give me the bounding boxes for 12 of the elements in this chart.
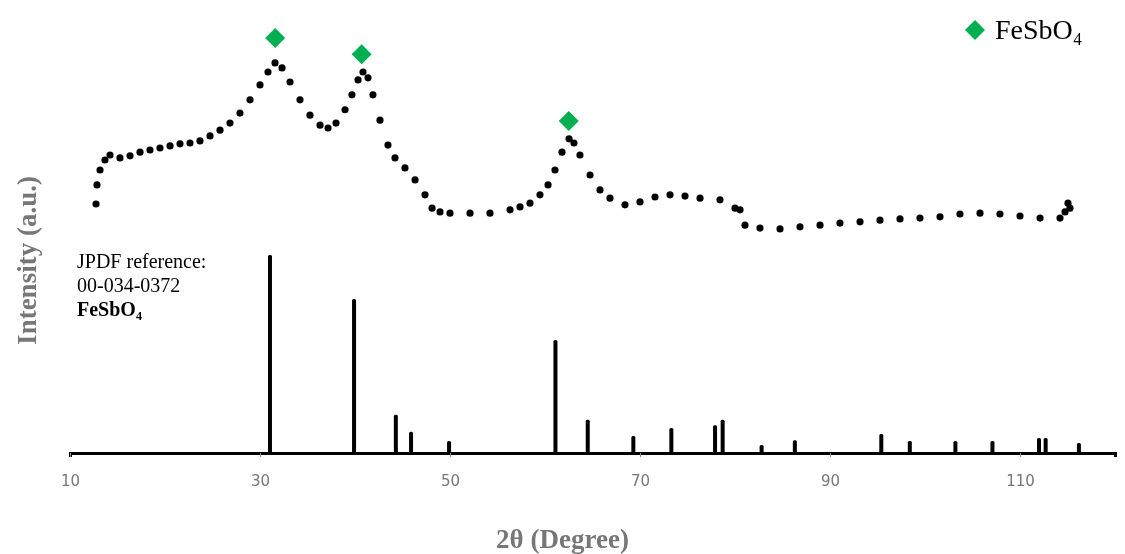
x-tick-label: 30	[250, 471, 271, 490]
x-tick-label: 10	[60, 471, 81, 490]
legend-label: FeSbO₄	[995, 14, 1083, 45]
x-tick-label: 110	[1006, 471, 1035, 490]
x-tick-label: 70	[630, 471, 651, 490]
x-tick-label: 50	[440, 471, 461, 490]
x-tick-label: 90	[820, 471, 841, 490]
annotation: 00-034-0372	[77, 274, 181, 296]
y-axis-title: Intensity (a.u.)	[12, 176, 42, 345]
annotation: JPDF reference:	[77, 250, 207, 272]
annotation: FeSbO₄	[77, 298, 142, 320]
x-axis-title: 2θ (Degree)	[496, 524, 629, 554]
